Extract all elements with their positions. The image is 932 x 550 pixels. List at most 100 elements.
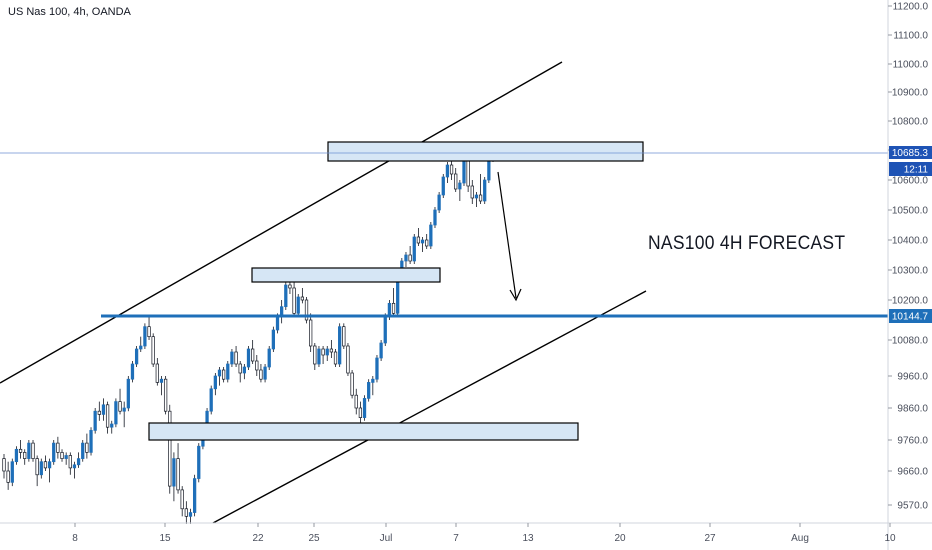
candle-body [478, 194, 483, 202]
candle-body [391, 302, 396, 314]
candle [478, 174, 483, 204]
candle-body [350, 372, 354, 396]
candle [172, 452, 176, 502]
candle [280, 300, 284, 324]
y-tick-label: 11000.0 [893, 60, 929, 71]
candle-body [147, 326, 151, 338]
candle [126, 376, 130, 412]
candle-body [271, 329, 275, 350]
candle-body [317, 348, 321, 365]
candle [72, 461, 77, 479]
candle-body [213, 375, 217, 390]
candles-layer [2, 150, 495, 524]
candle-body [242, 366, 246, 374]
candle [375, 355, 379, 383]
candle-body [263, 366, 267, 380]
candle [147, 316, 151, 340]
candle-body [325, 348, 329, 356]
candle [350, 370, 354, 399]
candle [263, 364, 267, 383]
candle-body [404, 254, 408, 262]
candle [151, 333, 155, 367]
candle [114, 398, 118, 428]
candle [31, 440, 35, 462]
candle-body [23, 452, 27, 459]
resistance-zone-top [327, 141, 644, 162]
candle-body [126, 378, 130, 409]
candle-body [72, 464, 77, 469]
candle-body [6, 470, 10, 483]
candle-body [139, 345, 143, 350]
candle [379, 340, 383, 361]
candle-body [68, 455, 72, 469]
candle-body [296, 296, 300, 314]
candle-body [371, 378, 375, 383]
candle [101, 398, 106, 421]
candle-body [230, 351, 234, 365]
y-tick-label: 10500.0 [892, 206, 929, 217]
candle-body [114, 401, 118, 425]
candle-body [288, 284, 292, 289]
x-tick-label: 7 [453, 533, 459, 544]
candle-body [168, 410, 172, 487]
y-tick-label: 10900.0 [892, 88, 929, 99]
candle-body [163, 378, 168, 412]
candle-body [346, 345, 350, 374]
candle-body [354, 394, 358, 409]
candle-body [358, 407, 363, 418]
candle-body [60, 452, 64, 459]
candle-body [375, 357, 379, 380]
candle [222, 367, 226, 383]
candle [76, 452, 81, 468]
candle [47, 458, 52, 483]
y-tick-label: 10400.0 [892, 236, 929, 247]
candle [309, 313, 313, 352]
candle-body [43, 461, 48, 469]
candle [251, 340, 255, 364]
candle-body [188, 512, 193, 517]
candle [329, 340, 334, 358]
candle [458, 180, 462, 201]
candle [271, 326, 275, 352]
forecast-arrow-shaft [497, 171, 517, 299]
candle-body [226, 363, 230, 380]
candle [346, 343, 350, 376]
candle [445, 162, 450, 183]
candle-body [321, 348, 325, 356]
y-tick-label: 10600.0 [892, 176, 929, 187]
candle-body [39, 461, 43, 476]
candle [342, 323, 346, 349]
candle-body [300, 296, 305, 301]
x-tick-label: 13 [522, 533, 534, 544]
candle-body [56, 442, 60, 453]
candle [139, 336, 143, 352]
candle [246, 346, 251, 370]
candle-body [64, 455, 68, 459]
candle [56, 436, 60, 459]
candle [404, 252, 408, 267]
candle-body [379, 342, 383, 359]
candle [89, 427, 93, 456]
candle [416, 228, 421, 246]
y-tick-label: 10080.0 [892, 336, 929, 347]
y-tick-label: 9760.0 [897, 436, 928, 447]
forecast-annotation: NAS100 4H FORECAST [648, 233, 846, 254]
candle-body [234, 351, 238, 365]
candle [130, 361, 135, 383]
candle-body [93, 410, 97, 431]
candle [420, 237, 425, 252]
resistance-zone-mid [251, 267, 441, 283]
candle-body [143, 326, 147, 347]
x-tick-label: 25 [308, 533, 320, 544]
candle [338, 323, 342, 367]
channel-upper-line [0, 61, 563, 384]
candle [425, 234, 429, 249]
candle [408, 246, 412, 264]
candle [155, 358, 159, 386]
candle-body [52, 442, 56, 463]
candle [255, 355, 259, 376]
support-level-tag: 10144.7 [892, 312, 929, 323]
candle-body [309, 319, 313, 347]
